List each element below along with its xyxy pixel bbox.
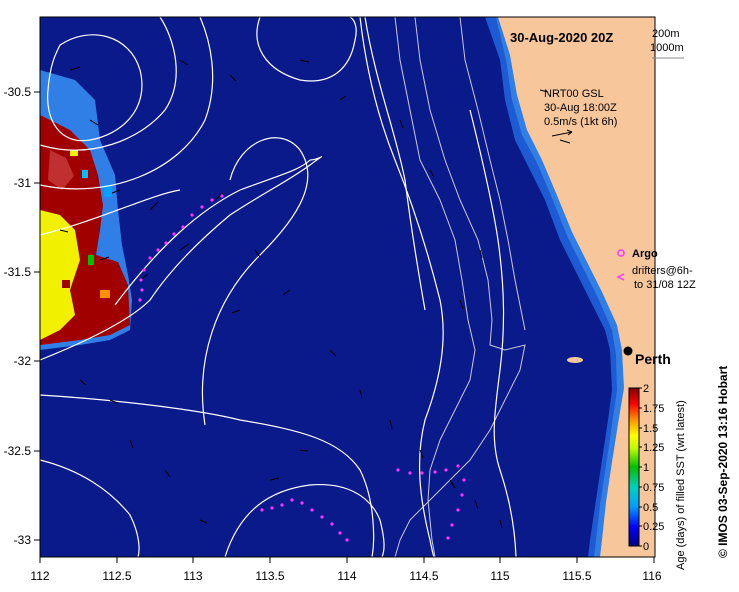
argo-legend: Argo xyxy=(617,248,658,260)
map-plot-area xyxy=(40,17,655,557)
depth-legend: 200m 1000m xyxy=(650,28,684,59)
colorbar-tick-label: 2 xyxy=(643,383,649,395)
x-tick-label: 112.5 xyxy=(102,569,131,583)
x-tick-label: 114 xyxy=(337,569,356,583)
colorbar-tick-label: 1.25 xyxy=(643,442,664,454)
y-tick-labels: -30.5 -31 -31.5 -32 -32.5 -33 xyxy=(4,85,32,547)
colorbar-ticks xyxy=(639,387,642,547)
drifter-tracks xyxy=(138,194,466,542)
y-tick-label: -31 xyxy=(14,176,32,190)
x-tick-label: 115 xyxy=(490,569,509,583)
x-tick-label: 113.5 xyxy=(255,569,284,583)
y-tick-label: -31.5 xyxy=(4,265,32,279)
drifters-legend: drifters@6h- to 31/08 12Z xyxy=(616,265,696,291)
axis-ticks xyxy=(34,91,655,563)
bathymetry-contours xyxy=(394,17,526,557)
x-tick-labels: 112 112.5 113 113.5 114 114.5 115 115.5 … xyxy=(30,569,661,583)
velocity-arrows xyxy=(59,59,571,529)
colorbar-tick-label: 1.5 xyxy=(643,423,658,435)
colorbar-title: Age (days) of filled SST (wrt latest) xyxy=(675,400,687,570)
depth-legend-1000m: 1000m xyxy=(650,42,684,54)
drifters-label-line1: drifters@6h- xyxy=(632,265,693,277)
y-tick-label: -32.5 xyxy=(4,444,32,458)
perth-label: Perth xyxy=(635,351,671,367)
argo-label: Argo xyxy=(632,248,658,260)
scale-arrow xyxy=(551,131,573,137)
colorbar-ramp xyxy=(628,387,640,547)
y-tick-label: -30.5 xyxy=(4,85,32,99)
land-mass xyxy=(498,17,655,557)
credit-text: © IMOS 03-Sep-2020 13:16 Hobart xyxy=(716,366,730,558)
argo-symbol xyxy=(617,249,625,257)
colorbar-tick-label: 0.5 xyxy=(643,502,658,514)
rottnest-island xyxy=(567,357,583,363)
colorbar-tick-label: 1 xyxy=(643,462,649,474)
x-tick-label: 113 xyxy=(183,569,202,583)
ssh-contours xyxy=(40,17,517,557)
current-time: 30-Aug 18:00Z xyxy=(544,102,617,114)
x-tick-label: 112 xyxy=(30,569,49,583)
y-tick-label: -32 xyxy=(14,354,32,368)
colorbar-tick-label: 1.75 xyxy=(643,403,664,415)
drifter-symbol xyxy=(616,273,625,281)
current-source-annotation: NRT00 GSL 30-Aug 18:00Z 0.5m/s (1kt 6h) xyxy=(544,88,617,137)
colorbar-tick-label: 0.75 xyxy=(643,482,664,494)
depth-legend-200m: 200m xyxy=(652,28,680,40)
current-product: NRT00 GSL xyxy=(544,88,604,100)
perth-marker xyxy=(623,346,633,356)
x-tick-label: 116 xyxy=(642,569,661,583)
colorbar-tick-label: 0 xyxy=(643,541,649,553)
y-tick-label: -33 xyxy=(14,533,32,547)
drifters-label-line2: to 31/08 12Z xyxy=(634,279,696,291)
x-tick-label: 114.5 xyxy=(409,569,438,583)
colorbar: 2 1.75 1.5 1.25 1 0.75 0.5 0.25 0 Age (d… xyxy=(628,383,687,570)
x-tick-label: 115.5 xyxy=(562,569,591,583)
sst-patch xyxy=(40,70,132,350)
map-title: 30-Aug-2020 20Z xyxy=(510,30,613,45)
colorbar-tick-label: 0.25 xyxy=(643,521,664,533)
current-scale: 0.5m/s (1kt 6h) xyxy=(544,116,617,128)
